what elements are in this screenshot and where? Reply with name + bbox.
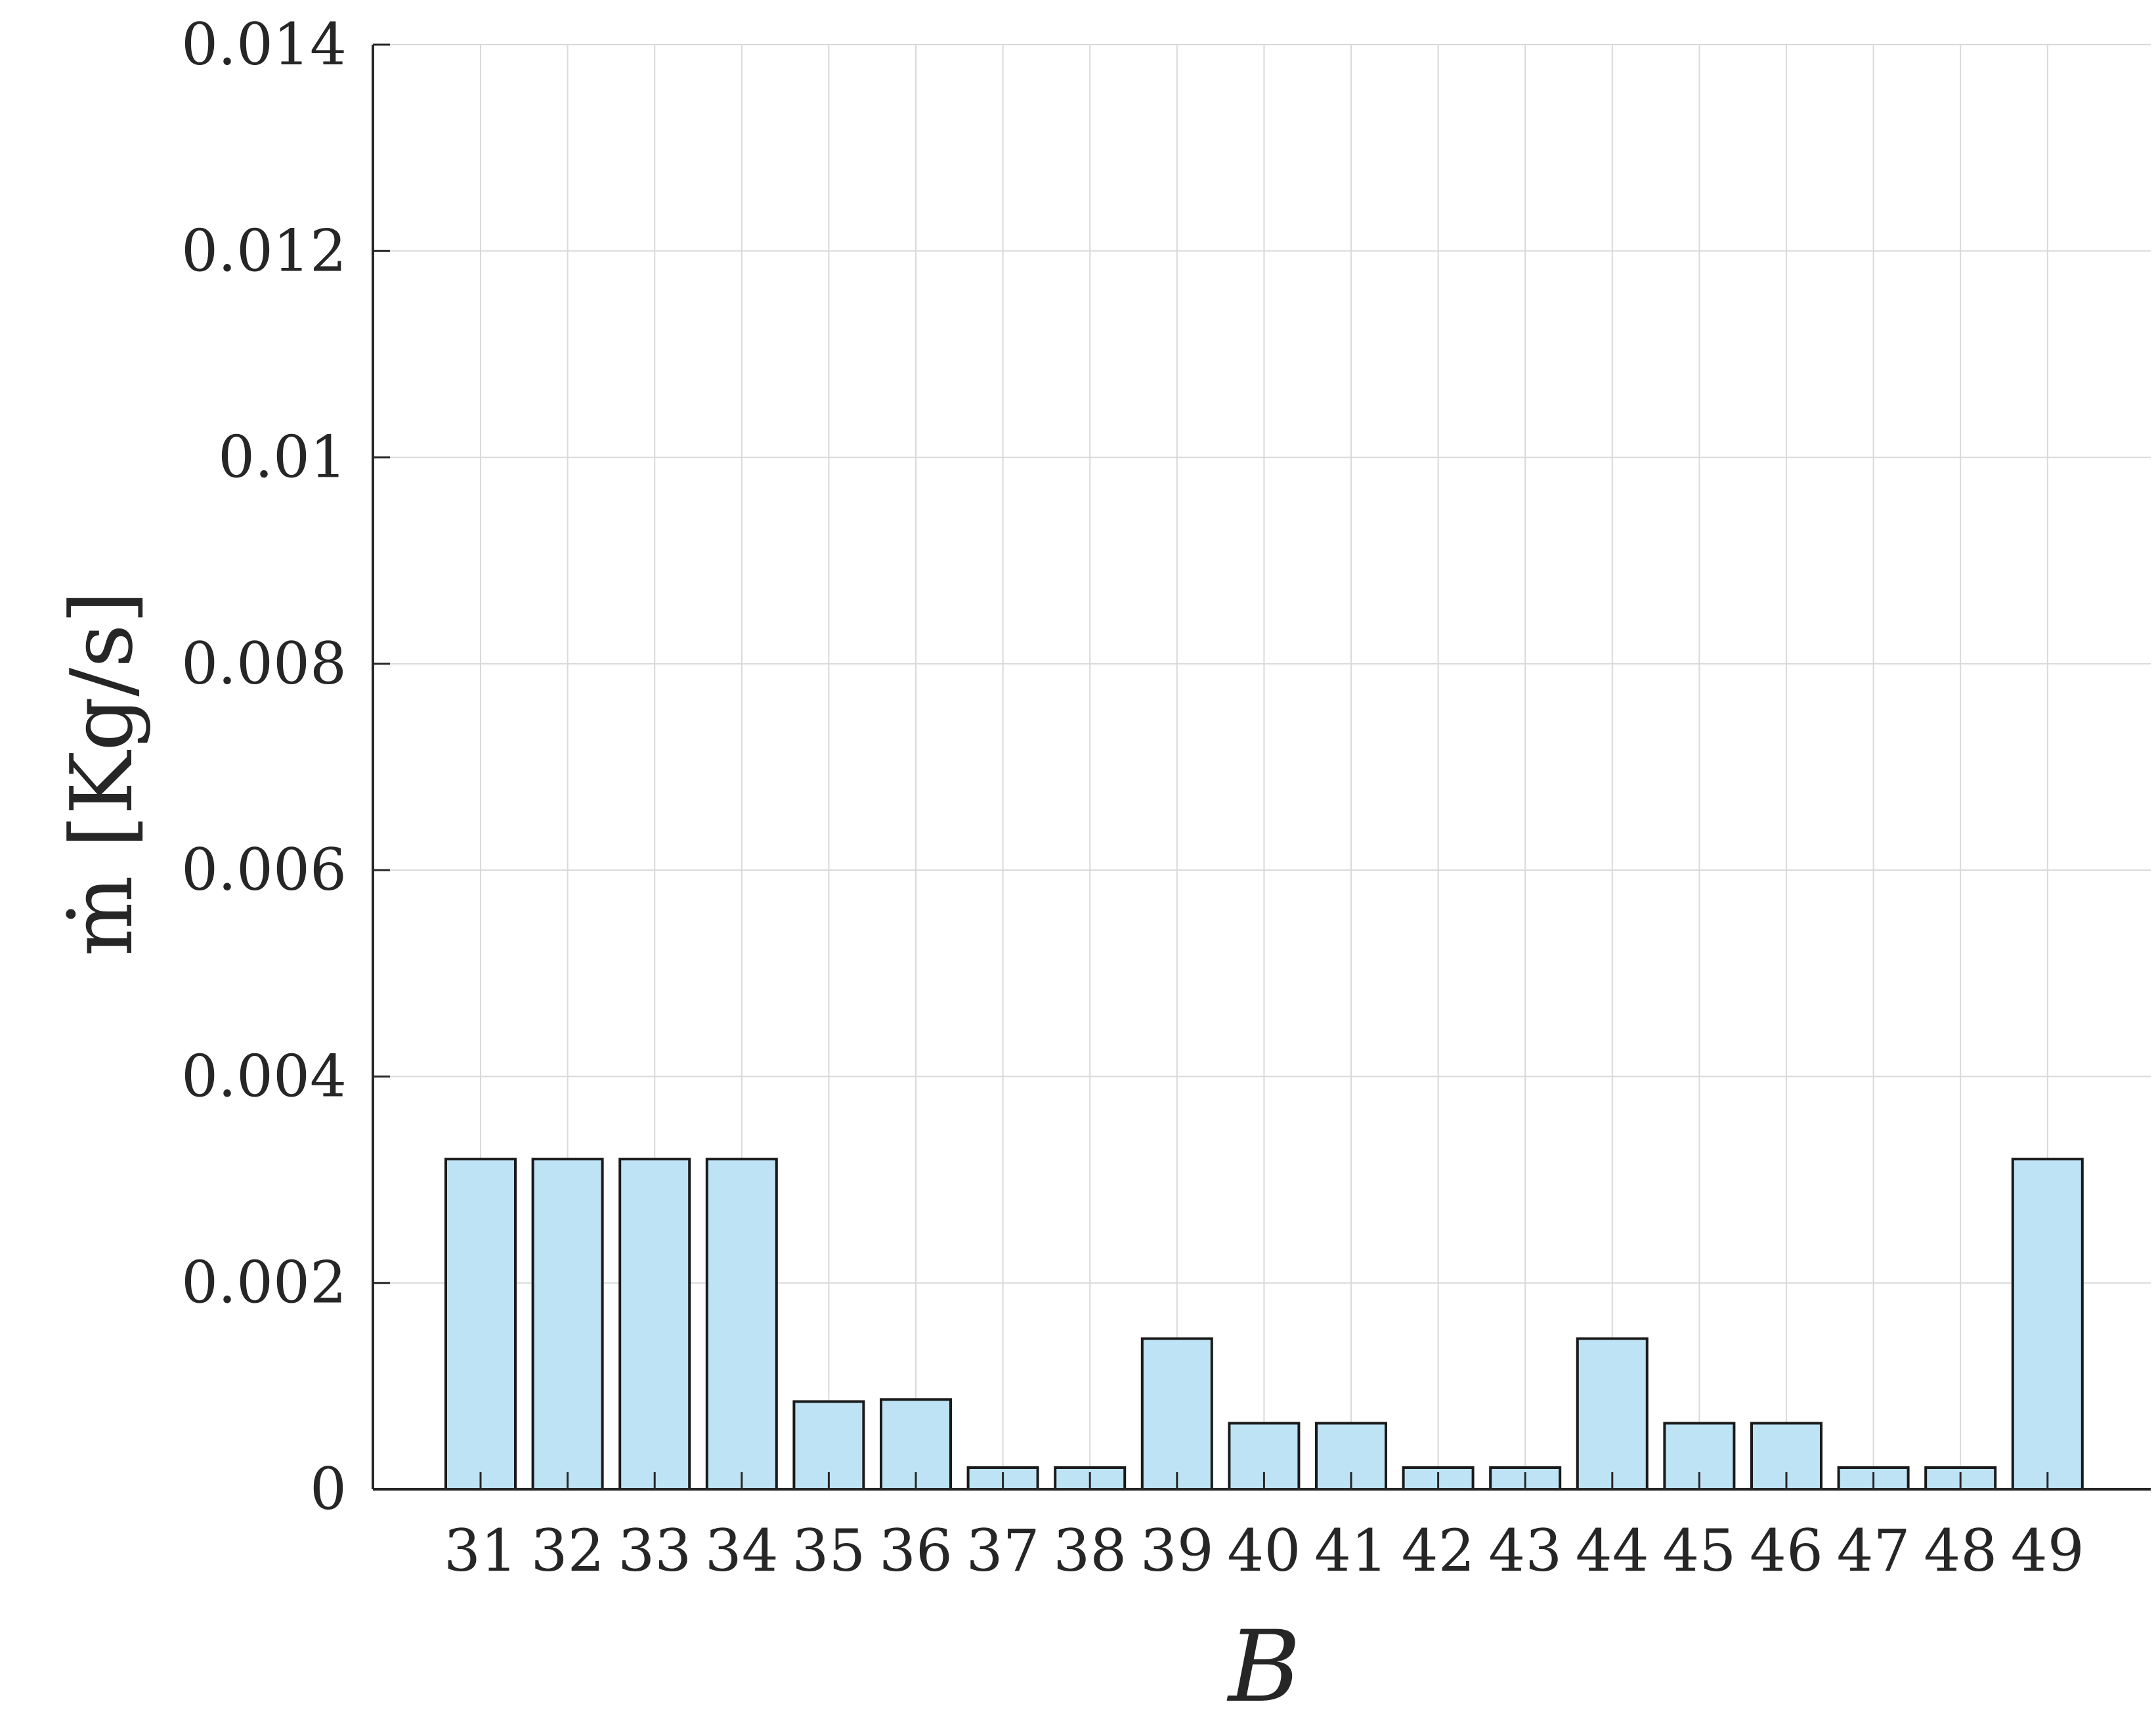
y-tick-label: 0.014	[181, 11, 347, 78]
x-tick-label: 39	[1140, 1517, 1214, 1584]
x-tick-label: 40	[1227, 1517, 1301, 1584]
x-tick-label: 43	[1488, 1517, 1562, 1584]
x-tick-label: 47	[1837, 1517, 1910, 1584]
x-tick-label: 35	[792, 1517, 865, 1584]
x-tick-label: 37	[966, 1517, 1040, 1584]
y-tick-label: 0.008	[181, 630, 347, 697]
x-tick-label: 45	[1662, 1517, 1736, 1584]
y-tick-label: 0.006	[181, 836, 347, 904]
x-tick-label: 38	[1053, 1517, 1127, 1584]
x-tick-label: 32	[531, 1517, 605, 1584]
x-tick-label: 46	[1750, 1517, 1823, 1584]
x-axis-label: B	[1226, 1610, 1301, 1722]
x-tick-label: 42	[1402, 1517, 1475, 1584]
x-tick-label: 36	[879, 1517, 953, 1584]
y-tick-label: 0.01	[218, 424, 347, 491]
y-ticks: 0 0.002 0.004 0.006 0.008 0.01 0.012 0.014	[181, 11, 390, 1523]
bar-39	[1140, 1337, 1213, 1491]
x-tick-label: 34	[705, 1517, 779, 1584]
x-tick-label: 49	[2011, 1517, 2084, 1584]
y-axis-label: ṁ [Kg/s]	[52, 591, 152, 957]
y-tick-label: 0.002	[181, 1249, 347, 1317]
x-tick-label: 41	[1314, 1517, 1388, 1584]
x-tick-label: 48	[1924, 1517, 1997, 1584]
x-tick-label: 31	[444, 1517, 517, 1584]
bar-44	[1576, 1337, 1649, 1491]
bar-33	[618, 1158, 691, 1491]
bar-49	[2011, 1158, 2084, 1491]
x-tick-label: 33	[618, 1517, 691, 1584]
grid	[373, 44, 2151, 1489]
y-tick-label: 0	[310, 1455, 347, 1523]
x-ticks: 31 32 33 34 35 36 37 38 39 40 41 42 43 44 45 46 47 48 49	[444, 1472, 2084, 1584]
y-tick-label: 0.012	[181, 217, 347, 284]
x-tick-label: 44	[1576, 1517, 1649, 1584]
y-tick-label: 0.004	[181, 1042, 347, 1110]
bar-31	[444, 1158, 517, 1491]
bar-45	[1663, 1422, 1736, 1491]
bar-34	[705, 1158, 778, 1491]
bar-32	[531, 1158, 604, 1491]
axes	[372, 45, 2151, 1491]
